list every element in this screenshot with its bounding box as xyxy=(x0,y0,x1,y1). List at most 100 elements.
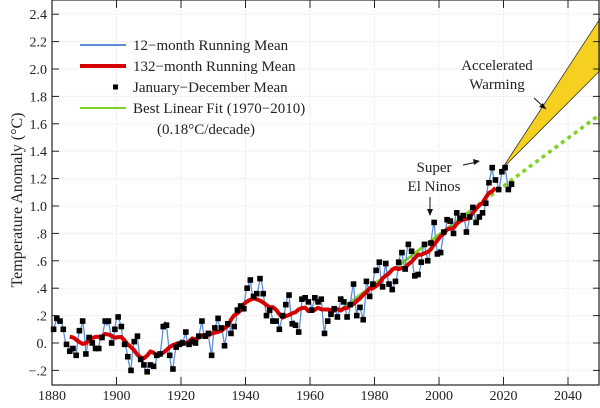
annual-mean-point xyxy=(441,229,447,235)
annual-mean-point xyxy=(444,216,450,223)
accelerated-warming-wedge xyxy=(501,17,600,170)
accelerated-warming-wedge-group xyxy=(501,17,600,170)
annual-mean-point xyxy=(508,181,515,187)
annual-mean-point xyxy=(157,351,163,357)
annual-mean-point xyxy=(54,315,60,322)
annual-mean-point xyxy=(215,315,221,322)
annual-mean-point xyxy=(418,259,425,265)
annual-mean-point xyxy=(350,281,357,287)
annual-mean-point xyxy=(189,338,196,345)
annual-mean-point xyxy=(424,258,431,264)
series-group xyxy=(50,164,515,375)
annual-mean-point xyxy=(205,330,212,337)
annual-mean-point xyxy=(382,260,389,267)
y-tick-label: .2 xyxy=(37,310,48,325)
annual-mean-point xyxy=(241,305,247,312)
annual-mean-point xyxy=(463,229,470,235)
x-tick-label: 1920 xyxy=(167,389,195,403)
annual-mean-point xyxy=(289,321,296,327)
annual-mean-point xyxy=(270,318,276,324)
x-tick-label: 1960 xyxy=(296,389,324,403)
y-tick-label: 1.0 xyxy=(30,200,48,215)
annual-mean-point xyxy=(318,296,325,302)
annual-mean-point xyxy=(502,164,508,171)
annual-mean-point xyxy=(66,348,73,355)
annotation-accelerated-text: Accelerated xyxy=(461,58,533,74)
annual-mean-point xyxy=(195,333,202,339)
annual-mean-point xyxy=(170,366,176,372)
x-tick-label: 2020 xyxy=(490,389,518,403)
annual-mean-point xyxy=(450,230,457,237)
legend-label: 132−month Running Mean xyxy=(133,59,296,75)
annual-mean-point xyxy=(73,352,79,359)
annual-mean-point xyxy=(99,334,105,341)
x-tick-label: 1940 xyxy=(232,389,260,403)
annual-mean-point xyxy=(131,338,138,345)
annual-mean-point xyxy=(360,316,367,323)
annual-mean-point xyxy=(121,341,128,348)
y-tick-label: 2.4 xyxy=(30,8,48,23)
y-tick-label: .4 xyxy=(37,282,48,297)
annual-mean-point xyxy=(373,267,379,274)
annual-mean-point xyxy=(486,179,492,186)
x-tick-label: 1880 xyxy=(38,389,66,403)
annual-mean-point xyxy=(89,340,96,346)
annual-mean-point xyxy=(183,329,189,335)
annual-mean-point xyxy=(505,186,512,193)
annual-mean-point xyxy=(115,314,121,320)
annual-mean-point xyxy=(357,304,363,311)
annual-mean-point xyxy=(283,301,289,308)
annual-mean-point xyxy=(208,352,215,359)
annual-mean-point xyxy=(389,286,396,293)
annual-mean-point xyxy=(499,168,505,175)
annual-mean-point xyxy=(202,333,208,339)
y-tick-label: 1.6 xyxy=(30,118,48,133)
annual-mean-point xyxy=(292,322,299,328)
annual-mean-point xyxy=(460,212,466,219)
annual-mean-point xyxy=(250,293,257,300)
annual-mean-point xyxy=(124,353,131,360)
annual-mean-point xyxy=(344,314,350,320)
annual-mean-point xyxy=(353,312,360,319)
annual-mean-point xyxy=(163,322,170,328)
annual-mean-point xyxy=(199,318,205,324)
y-tick-label: .8 xyxy=(37,227,48,242)
annual-mean-point xyxy=(186,341,192,348)
annual-mean-point xyxy=(224,321,231,327)
annual-mean-point xyxy=(408,248,415,255)
annotation-warming-text: Warming xyxy=(469,77,525,93)
annual-mean-point xyxy=(453,210,460,216)
plot-frame xyxy=(51,0,600,386)
annual-mean-point xyxy=(434,251,441,257)
y-tick-label: 1.2 xyxy=(30,173,48,188)
annual-mean-point xyxy=(324,318,331,324)
annual-mean-point xyxy=(166,352,173,359)
annual-mean-point xyxy=(160,323,167,330)
annual-mean-point xyxy=(399,249,405,256)
annual-mean-point xyxy=(118,323,125,330)
annual-mean-point xyxy=(50,326,57,333)
annual-mean-point xyxy=(253,290,260,297)
annual-mean-point xyxy=(286,292,292,298)
annual-mean-point xyxy=(112,326,118,333)
annual-mean-point xyxy=(79,318,86,324)
annual-mean-point xyxy=(341,299,347,305)
annual-mean-point xyxy=(331,305,337,312)
legend-label: Best Linear Fit (1970−2010) xyxy=(133,101,305,117)
annual-mean-point xyxy=(279,312,286,319)
annual-mean-point xyxy=(321,330,328,337)
annual-mean-point xyxy=(266,307,273,313)
x-tick-label: 1900 xyxy=(103,389,131,403)
annual-mean-point xyxy=(173,344,179,350)
annual-mean-point xyxy=(212,325,218,331)
series-132-month-running-mean xyxy=(69,186,497,361)
annual-mean-point xyxy=(305,299,312,305)
annotation-accelerated-warming: Accelerated Warming xyxy=(461,58,547,110)
annual-mean-point xyxy=(83,351,89,357)
annual-mean-point xyxy=(192,340,199,346)
annual-mean-point xyxy=(128,367,134,374)
annual-mean-point xyxy=(57,318,63,324)
annual-mean-point xyxy=(386,281,392,287)
annual-mean-point xyxy=(92,345,99,352)
annual-mean-point xyxy=(299,296,305,302)
